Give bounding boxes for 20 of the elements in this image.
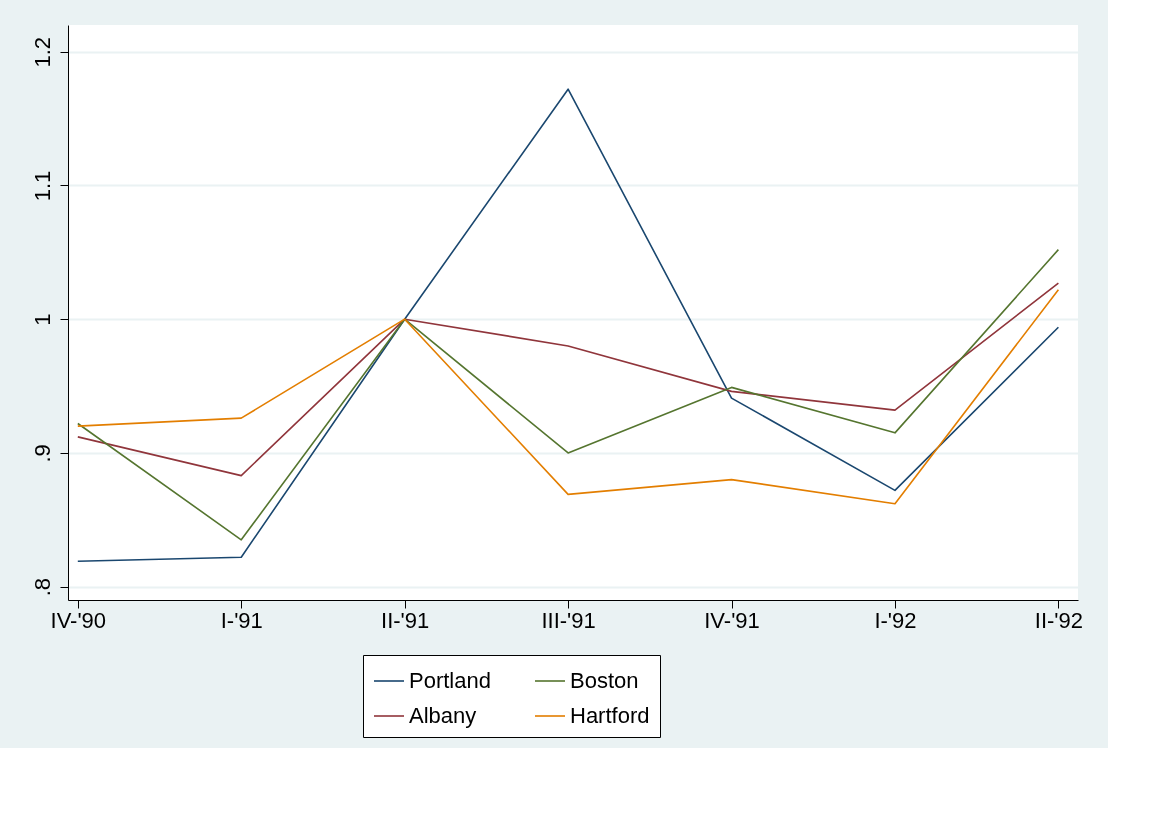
legend-label: Hartford	[570, 703, 650, 728]
line-series	[77, 288, 1060, 505]
y-tick-label: 1	[29, 313, 55, 326]
legend-label: Albany	[409, 703, 477, 728]
legend-label: Boston	[570, 668, 639, 693]
x-tick-label: I-'91	[220, 607, 263, 633]
line-series	[77, 282, 1060, 477]
x-tick-label: I-'92	[874, 607, 917, 633]
legend-label: Portland	[409, 668, 491, 693]
y-tick-label: .8	[29, 577, 55, 597]
line-series	[77, 248, 1060, 541]
x-tick-label: III-'91	[541, 607, 596, 633]
y-tick-label: 1.1	[29, 170, 55, 202]
x-tick-label: IV-'90	[50, 607, 107, 633]
x-tick-label: II-'91	[381, 607, 430, 633]
y-tick-label: 1.2	[29, 36, 55, 68]
y-tick-label: .9	[29, 444, 55, 463]
x-tick-label: IV-'91	[704, 607, 760, 633]
x-tick-label: II-'92	[1034, 607, 1084, 633]
line-series	[77, 88, 1060, 563]
